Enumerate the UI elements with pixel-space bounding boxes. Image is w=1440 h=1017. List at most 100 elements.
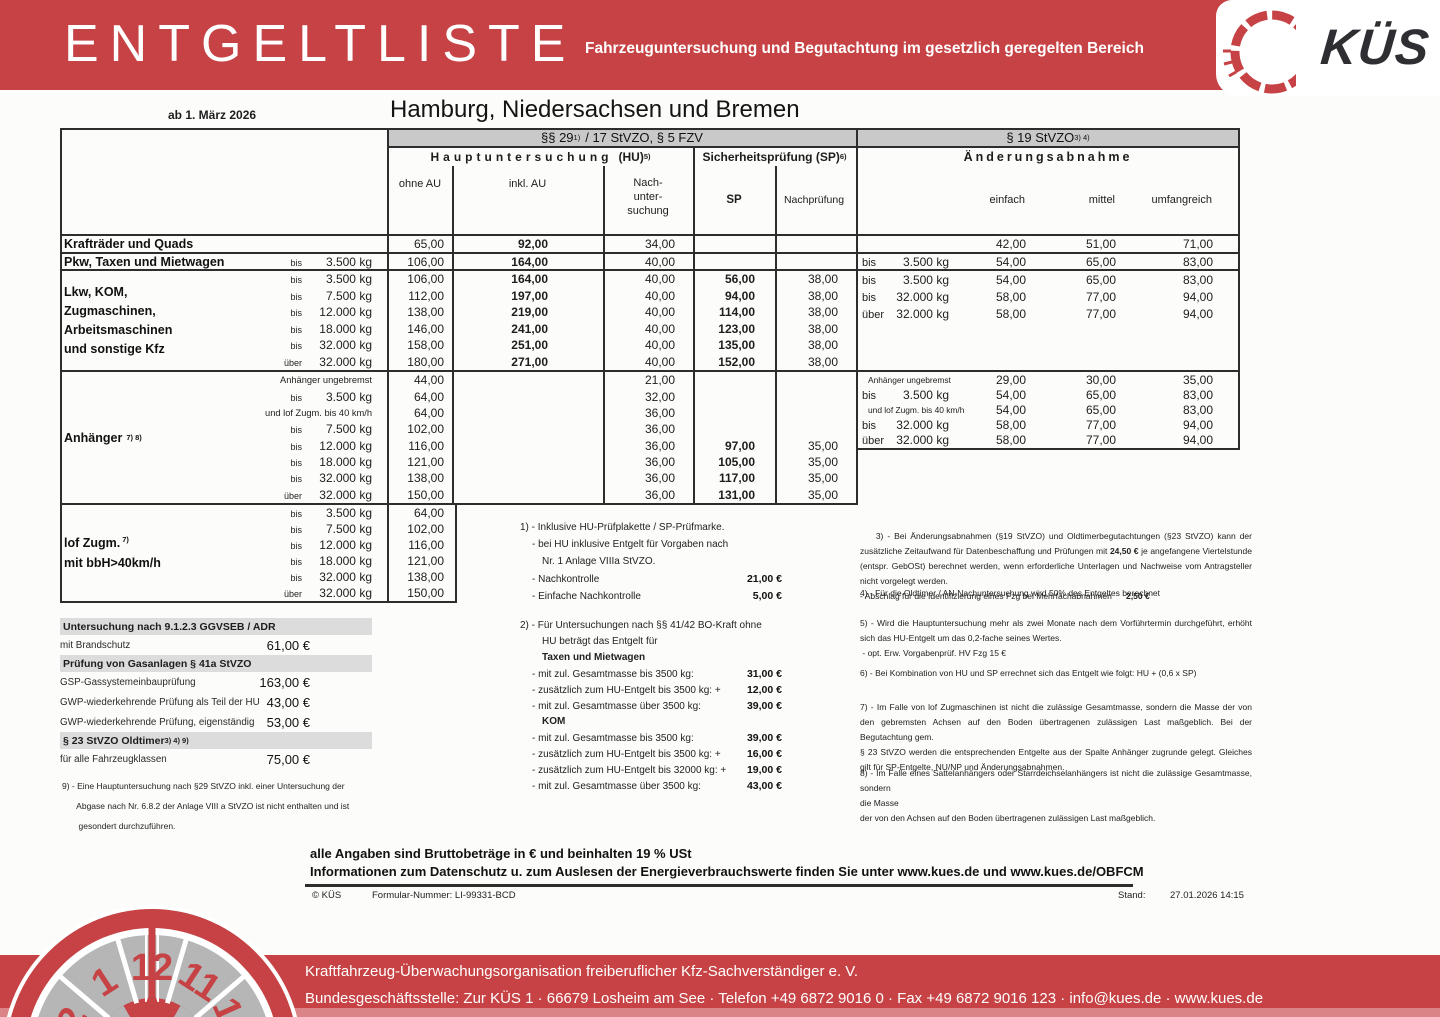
privacy-note: Informationen zum Datenschutz u. zum Aus… bbox=[310, 864, 1144, 879]
sp-section-header: Sicherheitsprüfung (SP) 6) bbox=[702, 150, 847, 164]
table-row: bis 18.000 kg 121,00 36,00 105,00 35,00 bbox=[60, 454, 856, 470]
table-row: bis 3.500 kg 106,00 164,00 40,00 56,00 38… bbox=[60, 271, 856, 288]
table-row: über 32.000 kg 58,00 77,00 94,00 bbox=[858, 433, 1238, 448]
aenderung-pkw-rows: bis 3.500 kg 54,00 65,00 83,00 bbox=[858, 254, 1238, 269]
table-row: bis 18.000 kg 121,00 bbox=[60, 553, 452, 569]
footnote-text: - mit zul. Gesamtmasse bis 3500 kg: bbox=[532, 733, 694, 744]
sp-value: 97,00 bbox=[724, 438, 755, 453]
footnote-line: - Nachkontrolle 21,00 € bbox=[520, 573, 782, 590]
hu-ohne-au-value: 150,00 bbox=[407, 586, 444, 600]
table-row: über 32.000 kg 150,00 bbox=[60, 585, 452, 601]
footnote-2: 2) - Für Untersuchungen nach §§ 41/42 BO… bbox=[520, 620, 782, 796]
weight-cell: bis 3.500 kg bbox=[862, 254, 949, 269]
logo-text: KÜS bbox=[1318, 19, 1433, 75]
table-row: über 32.000 kg 150,00 36,00 131,00 35,00 bbox=[60, 487, 856, 503]
law-header-right: § 19 StVZO 3) 4) bbox=[858, 128, 1238, 147]
aenderung-lkw-rows: bis 3.500 kg 54,00 65,00 83,00 bis 32.000 … bbox=[858, 271, 1238, 322]
mittel-value: 77,00 bbox=[1085, 418, 1116, 433]
table-row: bis 7.500 kg 112,00 197,00 40,00 94,00 38… bbox=[60, 288, 856, 305]
fee-label: GSP-Gassystemeinbauprüfung bbox=[60, 676, 196, 688]
nachuntersuchung-value: 36,00 bbox=[644, 455, 675, 470]
umfangreich-value: 94,00 bbox=[1182, 418, 1213, 433]
group-label-text: Pkw, Taxen und Mietwagen bbox=[64, 254, 225, 269]
footer-line2: Bundesgeschäftsstelle: Zur KÜS 1 · 66679… bbox=[305, 990, 1264, 1007]
table-row: bis 3.500 kg 64,00 bbox=[60, 505, 452, 521]
footnote-line: - mit zul. Gesamtmasse über 3500 kg: 39,… bbox=[520, 700, 782, 716]
nachpruefung-value: 35,00 bbox=[807, 471, 838, 486]
fee-label: § 23 StVZO Oldtimer bbox=[63, 734, 165, 747]
hu-inkl-au-value: 92,00 bbox=[517, 237, 548, 251]
einfach-value: 58,00 bbox=[995, 306, 1026, 321]
table-row: über 32.000 kg 58,00 77,00 94,00 bbox=[858, 305, 1238, 322]
weight-cell: Anhänger ungebremst bbox=[280, 375, 372, 386]
footnote-text: 2,50 € bbox=[1126, 591, 1150, 601]
hu-ohne-au-value: 64,00 bbox=[413, 389, 444, 404]
footnote-text: - bei HU inklusive Entgelt für Vorgaben … bbox=[532, 539, 729, 550]
fee-item: GWP-wiederkehrende Prüfung als Teil der … bbox=[60, 692, 372, 712]
hu-ohne-au-value: 180,00 bbox=[407, 354, 444, 369]
weight-cell: bis 32.000 kg bbox=[290, 471, 372, 486]
table-row: über 32.000 kg 180,00 271,00 40,00 152,00… bbox=[60, 354, 856, 371]
table-row: 42,00 51,00 71,00 bbox=[858, 236, 1238, 252]
group-label-text: Anhänger bbox=[64, 430, 123, 445]
sp-title: Sicherheitsprüfung (SP) bbox=[702, 150, 840, 164]
sp-value: 56,00 bbox=[724, 272, 755, 287]
col-einfach: einfach bbox=[989, 194, 1025, 206]
fee-value: 61,00 € bbox=[266, 637, 310, 653]
hu-inkl-au-value: 197,00 bbox=[511, 288, 548, 303]
hu-ohne-au-value: 150,00 bbox=[407, 487, 444, 502]
hu-ohne-au-value: 106,00 bbox=[407, 272, 444, 287]
weight-cell: und lof Zugm. bis 40 km/h bbox=[265, 407, 372, 418]
weight-cell: und lof Zugm. bis 40 km/h bbox=[868, 405, 965, 415]
umfangreich-value: 35,00 bbox=[1182, 372, 1213, 387]
sp-value: 117,00 bbox=[718, 471, 755, 486]
table-row: bis 32.000 kg 158,00 251,00 40,00 135,00 … bbox=[60, 337, 856, 354]
footnote-line: - zusätzlich zum HU-Entgelt bis 32000 kg… bbox=[520, 764, 782, 780]
footnote-text: - Nachkontrolle bbox=[532, 574, 600, 585]
footnote-value: 19,00 € bbox=[746, 764, 782, 776]
stand-label: Stand: bbox=[1118, 890, 1146, 901]
fee-item: GWP-wiederkehrende Prüfung, eigenständig… bbox=[60, 712, 372, 732]
footnote-value: 12,00 € bbox=[746, 684, 782, 696]
weight-cell: bis 3.500 kg bbox=[290, 272, 372, 287]
weight-cell: bis 32.000 kg bbox=[290, 570, 372, 584]
hu-ohne-au-value: 158,00 bbox=[407, 338, 444, 353]
footnote-value: 21,00 € bbox=[746, 573, 782, 585]
footnote-value: 16,00 € bbox=[746, 748, 782, 760]
sp-value: 114,00 bbox=[718, 305, 755, 320]
footnote-text: - Einfache Nachkontrolle bbox=[532, 591, 641, 602]
table-row: bis 18.000 kg 146,00 241,00 40,00 123,00 … bbox=[60, 321, 856, 338]
aenderung-anhaenger-rows: Anhänger ungebremst 29,00 30,00 35,00 bi… bbox=[858, 372, 1238, 448]
hu-ohne-au-value: 112,00 bbox=[408, 288, 444, 303]
footnote-line: - Einfache Nachkontrolle 5,00 € bbox=[520, 590, 782, 607]
bottom-divider bbox=[305, 884, 1133, 887]
table-row: und lof Zugm. bis 40 km/h 54,00 65,00 83… bbox=[858, 402, 1238, 417]
weight-cell: bis 18.000 kg bbox=[290, 321, 372, 336]
hu-abbr: (HU) bbox=[618, 150, 644, 164]
nachuntersuchung-value: 36,00 bbox=[644, 487, 675, 502]
footnote-line: - mit zul. Gesamtmasse bis 3500 kg: 31,0… bbox=[520, 668, 782, 684]
header-band: ENTGELTLISTE Fahrzeuguntersuchung und Be… bbox=[0, 0, 1440, 90]
einfach-value: 58,00 bbox=[995, 418, 1026, 433]
nachpruefung-value: 38,00 bbox=[807, 321, 838, 336]
footnote-value: 39,00 € bbox=[746, 732, 782, 744]
mittel-value: 77,00 bbox=[1085, 433, 1116, 448]
hu-inkl-au-value: 241,00 bbox=[511, 321, 548, 336]
footnote-3: 3) - Bei Änderungsabnahmen (§19 StVZO) u… bbox=[860, 514, 1252, 619]
lof-rows: bis 3.500 kg 64,00 bis 7.500 kg 102,00 bis… bbox=[60, 505, 452, 601]
weight-cell: bis 3.500 kg bbox=[862, 387, 949, 402]
lof-label-line1: lof Zugm. bbox=[64, 536, 121, 550]
table-row: und lof Zugm. bis 40 km/h 64,00 36,00 bbox=[60, 405, 856, 421]
weight-cell: über 32.000 kg bbox=[283, 354, 372, 369]
group-label-kraftraeder: Krafträder und Quads bbox=[64, 236, 344, 252]
hu-ohne-au-value: 64,00 bbox=[413, 405, 444, 420]
footer-line1: Kraftfahrzeug-Überwachungsorganisation f… bbox=[305, 963, 859, 980]
mittel-value: 30,00 bbox=[1085, 372, 1116, 387]
nachuntersuchung-value: 32,00 bbox=[644, 389, 675, 404]
table-row: 65,00 92,00 34,00 bbox=[60, 236, 856, 252]
table-row: bis 3.500 kg 106,00 164,00 40,00 bbox=[60, 254, 856, 269]
nachpruefung-value: 35,00 bbox=[807, 487, 838, 502]
hu-ohne-au-value: 102,00 bbox=[407, 422, 444, 437]
einfach-value: 54,00 bbox=[995, 403, 1026, 417]
